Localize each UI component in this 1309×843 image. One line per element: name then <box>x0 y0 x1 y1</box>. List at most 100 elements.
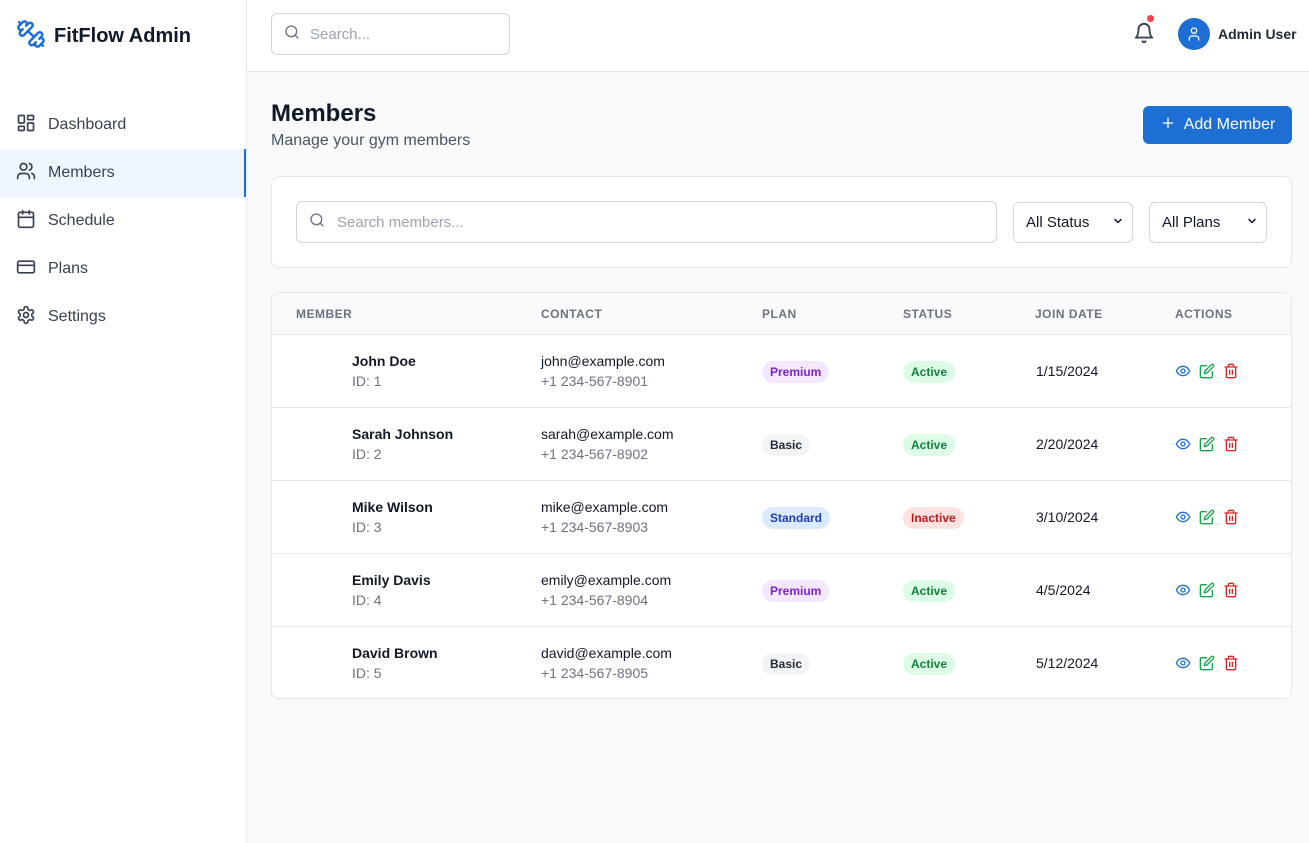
sidebar-nav: Dashboard Members Schedule Plans Setting… <box>0 101 246 341</box>
eye-icon[interactable] <box>1175 363 1191 379</box>
main-content: Members Manage your gym members Add Memb… <box>247 72 1309 843</box>
eye-icon[interactable] <box>1175 582 1191 598</box>
global-search-input[interactable] <box>310 25 490 43</box>
status-filter-value: All Status <box>1026 214 1090 231</box>
member-cell: Mike Wilson ID: 3 <box>352 499 433 535</box>
sidebar-item-plans[interactable]: Plans <box>0 245 246 293</box>
sidebar-item-members[interactable]: Members <box>0 149 246 197</box>
member-email: john@example.com <box>541 353 665 369</box>
edit-icon[interactable] <box>1199 655 1215 671</box>
member-email: emily@example.com <box>541 572 672 588</box>
member-phone: +1 234-567-8904 <box>541 592 649 608</box>
member-phone: +1 234-567-8902 <box>541 446 649 462</box>
sidebar-item-label: Plans <box>48 260 89 277</box>
add-member-button[interactable]: Add Member <box>1143 106 1292 144</box>
plan-badge: Basic <box>762 434 811 456</box>
join-date: 1/15/2024 <box>1036 363 1099 379</box>
table-row: Emily Davis ID: 4 emily@example.com +1 234-… <box>272 554 1291 627</box>
column-header-status: STATUS <box>903 307 953 321</box>
sidebar-item-schedule[interactable]: Schedule <box>0 197 246 245</box>
row-actions <box>1175 509 1239 525</box>
column-header-contact: CONTACT <box>541 307 603 321</box>
users-icon <box>16 161 36 186</box>
trash-icon[interactable] <box>1223 436 1239 452</box>
app-title: FitFlow Admin <box>54 24 192 47</box>
column-header-member: MEMBER <box>296 307 353 321</box>
page-subtitle: Manage your gym members <box>271 132 471 149</box>
members-table: MEMBER CONTACT PLAN STATUS JOIN DATE ACT… <box>271 292 1292 699</box>
plan-filter-select[interactable]: All Plans <box>1149 202 1267 243</box>
plan-cell: Basic <box>762 653 811 675</box>
status-badge: Active <box>903 580 956 602</box>
top-header: Admin User <box>247 0 1309 72</box>
join-date: 5/12/2024 <box>1036 655 1099 671</box>
member-search[interactable] <box>296 201 997 243</box>
table-row: Sarah Johnson ID: 2 sarah@example.com +1 23… <box>272 408 1291 481</box>
plus-icon <box>1160 115 1176 136</box>
sidebar-item-settings[interactable]: Settings <box>0 293 246 341</box>
row-actions <box>1175 582 1239 598</box>
join-date: 4/5/2024 <box>1036 582 1091 598</box>
eye-icon[interactable] <box>1175 509 1191 525</box>
status-cell: Active <box>903 580 956 602</box>
member-name: Sarah Johnson <box>352 426 454 442</box>
eye-icon[interactable] <box>1175 436 1191 452</box>
contact-cell: sarah@example.com +1 234-567-8902 <box>541 426 674 462</box>
avatar <box>1178 18 1210 50</box>
plan-cell: Basic <box>762 434 811 456</box>
member-cell: Sarah Johnson ID: 2 <box>352 426 453 462</box>
edit-icon[interactable] <box>1199 509 1215 525</box>
member-name: John Doe <box>352 353 416 369</box>
dumbbell-logo-icon <box>16 19 46 54</box>
brand[interactable]: FitFlow Admin <box>0 0 246 72</box>
sidebar-item-label: Members <box>48 164 115 181</box>
status-cell: Active <box>903 361 956 383</box>
table-body: John Doe ID: 1 john@example.com +1 234-567-… <box>272 335 1291 698</box>
page-title: Members <box>271 100 377 127</box>
trash-icon[interactable] <box>1223 509 1239 525</box>
table-row: Mike Wilson ID: 3 mike@example.com +1 234-5… <box>272 481 1291 554</box>
search-icon <box>309 212 325 233</box>
chevron-down-icon <box>1246 214 1258 231</box>
status-cell: Active <box>903 653 956 675</box>
table-header: MEMBER CONTACT PLAN STATUS JOIN DATE ACT… <box>272 293 1291 335</box>
status-badge: Active <box>903 653 956 675</box>
add-member-label: Add Member <box>1183 116 1276 133</box>
table-row: David Brown ID: 5 david@example.com +1 234-… <box>272 627 1291 698</box>
calendar-icon <box>16 209 36 234</box>
member-name: Mike Wilson <box>352 499 433 515</box>
plan-filter-value: All Plans <box>1162 214 1221 231</box>
trash-icon[interactable] <box>1223 363 1239 379</box>
plan-badge: Standard <box>762 507 831 529</box>
member-phone: +1 234-567-8901 <box>541 373 649 389</box>
table-row: John Doe ID: 1 john@example.com +1 234-567-… <box>272 335 1291 408</box>
edit-icon[interactable] <box>1199 363 1215 379</box>
eye-icon[interactable] <box>1175 655 1191 671</box>
notification-dot <box>1147 15 1154 22</box>
trash-icon[interactable] <box>1223 582 1239 598</box>
member-name: David Brown <box>352 645 438 661</box>
member-id: ID: 5 <box>352 665 382 681</box>
global-search[interactable] <box>271 13 510 55</box>
contact-cell: emily@example.com +1 234-567-8904 <box>541 572 671 608</box>
status-badge: Active <box>903 434 956 456</box>
row-actions <box>1175 363 1239 379</box>
plan-badge: Premium <box>762 361 830 383</box>
status-cell: Active <box>903 434 956 456</box>
sidebar-item-dashboard[interactable]: Dashboard <box>0 101 246 149</box>
status-filter-select[interactable]: All Status <box>1013 202 1133 243</box>
sidebar-item-label: Schedule <box>48 212 115 229</box>
member-search-input[interactable] <box>337 213 977 231</box>
trash-icon[interactable] <box>1223 655 1239 671</box>
chevron-down-icon <box>1112 214 1124 231</box>
member-cell: Emily Davis ID: 4 <box>352 572 431 608</box>
notifications-button[interactable] <box>1133 15 1155 46</box>
edit-icon[interactable] <box>1199 582 1215 598</box>
member-email: david@example.com <box>541 645 672 661</box>
member-cell: John Doe ID: 1 <box>352 353 416 389</box>
sidebar-item-label: Settings <box>48 308 106 325</box>
edit-icon[interactable] <box>1199 436 1215 452</box>
member-phone: +1 234-567-8903 <box>541 519 649 535</box>
member-email: sarah@example.com <box>541 426 674 442</box>
user-menu[interactable]: Admin User <box>1178 18 1297 50</box>
